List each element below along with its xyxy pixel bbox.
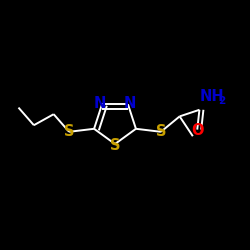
- Text: S: S: [64, 124, 74, 139]
- Text: S: S: [110, 138, 120, 152]
- Text: N: N: [124, 96, 136, 111]
- Text: S: S: [156, 124, 166, 139]
- Text: 2: 2: [218, 96, 225, 106]
- Text: N: N: [94, 96, 106, 111]
- Text: O: O: [191, 123, 203, 138]
- Text: NH: NH: [200, 89, 224, 104]
